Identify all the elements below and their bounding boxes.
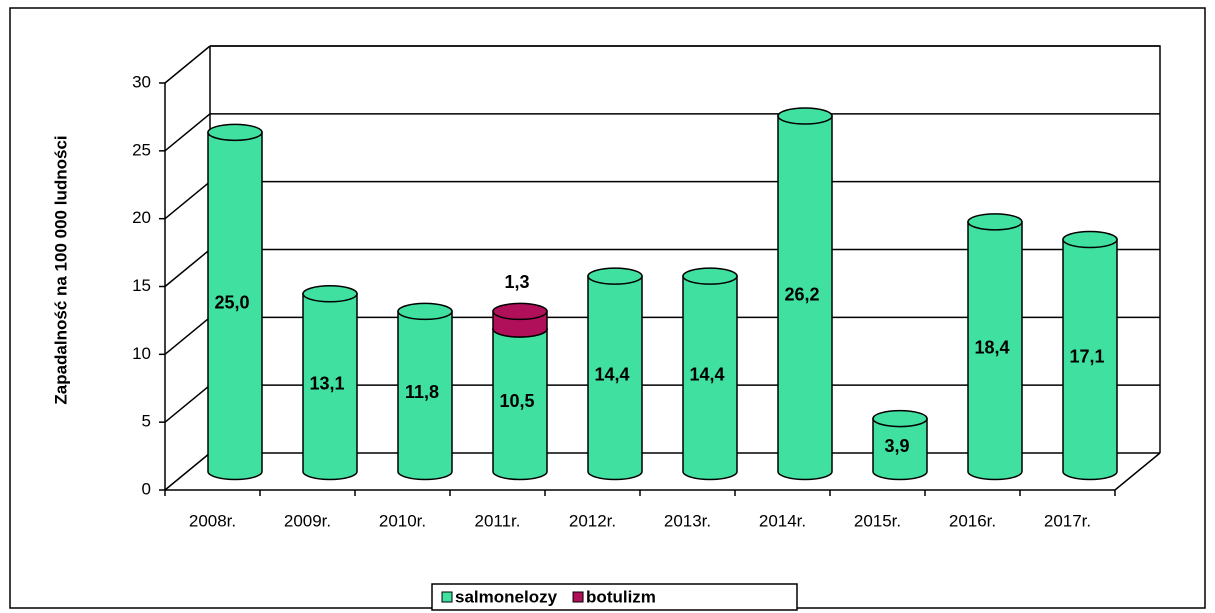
x-tick-label: 2012r. bbox=[569, 511, 616, 530]
x-tick-label: 2015r. bbox=[854, 511, 901, 530]
wall-grid-line bbox=[164, 45, 211, 84]
data-label: 18,4 bbox=[974, 337, 1009, 357]
data-label: 26,2 bbox=[784, 285, 819, 305]
cylinder-body bbox=[302, 293, 358, 481]
cylinder-body bbox=[777, 115, 833, 481]
y-tick-label: 25 bbox=[132, 140, 151, 159]
y-tick-label: 15 bbox=[132, 276, 151, 295]
bar bbox=[777, 107, 833, 481]
wall-grid-line bbox=[164, 248, 211, 288]
data-label: 1,3 bbox=[504, 272, 529, 292]
bar bbox=[682, 267, 738, 481]
data-label: 14,4 bbox=[689, 365, 724, 385]
bar bbox=[1062, 230, 1118, 481]
y-tick-label: 20 bbox=[132, 208, 151, 227]
cylinder-top bbox=[397, 302, 453, 321]
wall-grid-line bbox=[164, 452, 211, 491]
bar bbox=[967, 213, 1023, 481]
cylinder-top bbox=[777, 107, 833, 125]
legend-label: salmonelozy bbox=[455, 587, 558, 606]
legend-box bbox=[431, 583, 798, 611]
data-label: 17,1 bbox=[1069, 346, 1104, 366]
x-tick-label: 2009r. bbox=[284, 511, 331, 530]
cylinder-body bbox=[587, 275, 643, 481]
cylinder-top bbox=[1062, 230, 1118, 249]
cylinder-top bbox=[302, 285, 358, 303]
bar bbox=[207, 123, 263, 481]
wall-grid-line bbox=[164, 384, 211, 423]
data-label: 10,5 bbox=[499, 391, 534, 411]
x-tick-label: 2017r. bbox=[1044, 511, 1091, 530]
cylinder-body bbox=[1062, 238, 1118, 481]
x-tick-label: 2010r. bbox=[379, 511, 426, 530]
cylinder-body bbox=[492, 328, 548, 481]
y-tick-label: 0 bbox=[142, 479, 151, 498]
cylinder-top bbox=[682, 267, 738, 285]
legend-label: botulizm bbox=[586, 587, 656, 606]
cylinder-top bbox=[207, 123, 263, 142]
legend-swatch bbox=[441, 591, 453, 603]
bar bbox=[302, 285, 358, 481]
x-tick-label: 2013r. bbox=[664, 511, 711, 530]
data-label: 11,8 bbox=[405, 382, 439, 402]
x-tick-label: 2011r. bbox=[474, 511, 520, 530]
bar bbox=[872, 409, 928, 481]
bar bbox=[492, 302, 548, 338]
y-tick-label: 5 bbox=[142, 412, 151, 431]
data-label: 14,4 bbox=[594, 365, 629, 385]
bar bbox=[587, 267, 643, 481]
x-tick-label: 2016r. bbox=[949, 511, 996, 530]
data-label: 25,0 bbox=[214, 293, 249, 313]
x-tick-label: 2014r. bbox=[759, 511, 806, 530]
cylinder-top bbox=[492, 302, 548, 321]
cylinder-top bbox=[967, 213, 1023, 231]
cylinder-body bbox=[967, 221, 1023, 481]
y-tick-label: 30 bbox=[132, 72, 151, 91]
legend-swatch bbox=[572, 591, 584, 603]
x-tick-label: 2008r. bbox=[189, 511, 236, 530]
cylinder-body bbox=[397, 310, 453, 481]
wall-grid-line bbox=[164, 181, 211, 220]
y-axis-label: Zapadalność na 100 000 ludności bbox=[51, 135, 70, 404]
cylinder-top bbox=[872, 409, 928, 428]
cylinder-body bbox=[872, 417, 928, 481]
cylinder-body bbox=[207, 131, 263, 481]
cylinder-top bbox=[587, 267, 643, 285]
data-label: 13,1 bbox=[309, 373, 344, 393]
y-tick-label: 10 bbox=[132, 344, 151, 363]
data-label: 3,9 bbox=[884, 436, 909, 456]
wall-grid-line bbox=[164, 316, 211, 355]
bar bbox=[397, 302, 453, 481]
wall-grid-line bbox=[164, 113, 211, 152]
cylinder-body bbox=[682, 275, 738, 481]
